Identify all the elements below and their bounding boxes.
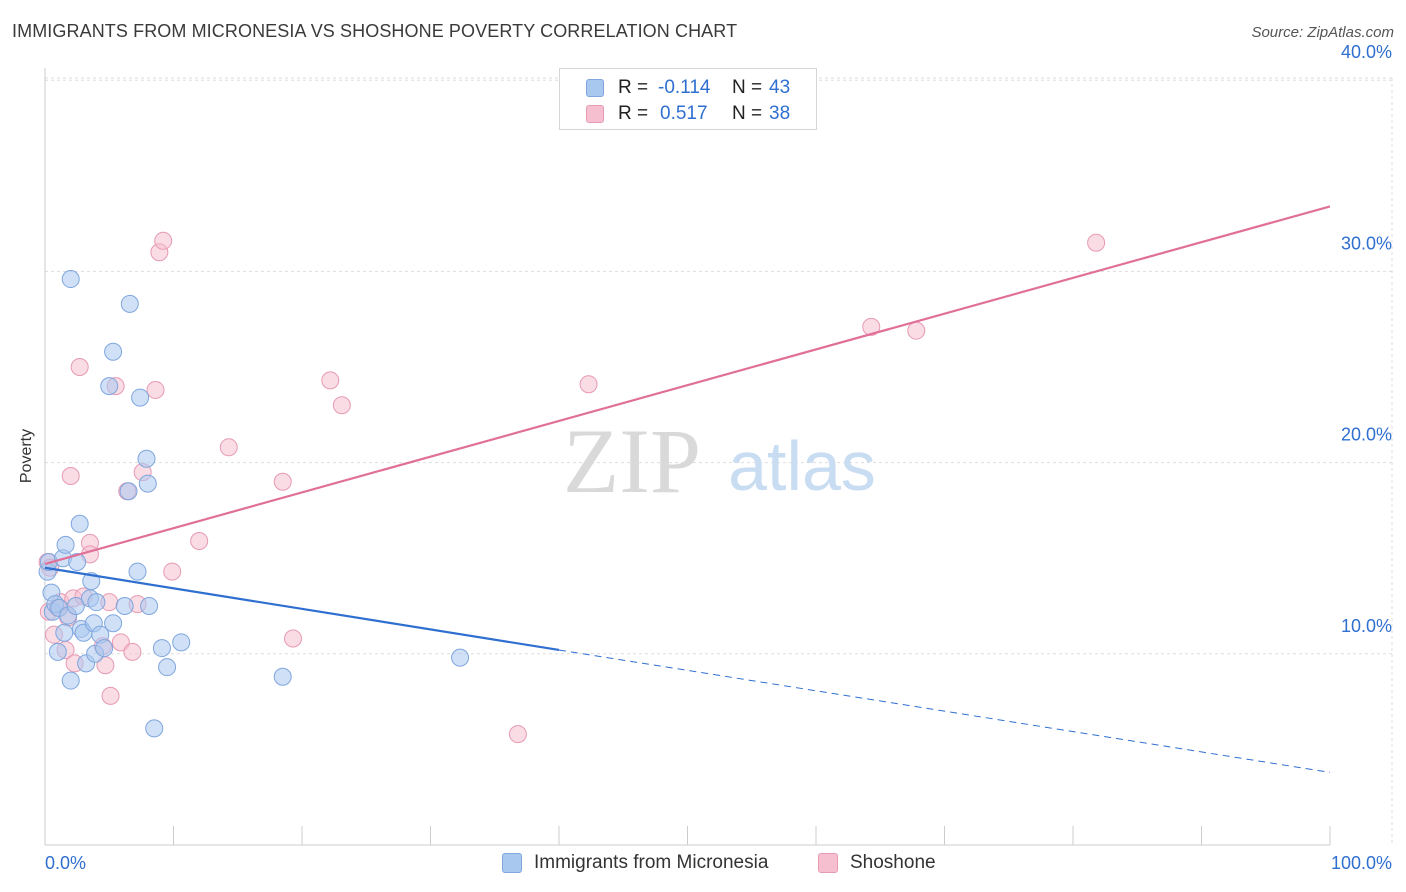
data-point-micronesia [55, 623, 74, 642]
data-point-micronesia [131, 388, 150, 407]
data-point-shoshone [284, 629, 303, 648]
legend-n-value: 43 [769, 77, 791, 98]
data-point-micronesia [66, 597, 85, 615]
y-tick-label: 10.0% [1341, 616, 1392, 636]
data-point-micronesia [48, 642, 67, 661]
trend-line-shoshone [44, 205, 1331, 565]
data-point-shoshone [332, 396, 351, 415]
data-point-micronesia [137, 449, 156, 468]
data-point-shoshone [190, 531, 209, 550]
legend-r-value: 0.517 [660, 103, 708, 124]
chart-title: IMMIGRANTS FROM MICRONESIA VS SHOSHONE P… [12, 21, 738, 41]
data-point-micronesia [140, 597, 159, 615]
y-tick-label: 40.0% [1341, 42, 1392, 62]
data-point-micronesia [138, 474, 157, 493]
legend-r-label: R = [618, 103, 649, 124]
data-point-micronesia [100, 377, 119, 396]
trend-lines [44, 205, 1331, 773]
data-point-shoshone [163, 562, 182, 581]
trend-line-micronesia [44, 566, 560, 652]
data-point-micronesia [172, 633, 191, 652]
data-point-micronesia [273, 667, 292, 686]
data-point-shoshone [321, 371, 340, 390]
data-point-shoshone [61, 466, 80, 485]
data-point-micronesia [104, 614, 123, 633]
data-point-micronesia [56, 535, 75, 554]
data-point-shoshone [146, 380, 165, 399]
data-point-shoshone [1087, 233, 1106, 252]
y-tick-label: 20.0% [1341, 425, 1392, 445]
data-point-shoshone [907, 321, 926, 340]
data-point-micronesia [451, 648, 470, 667]
data-point-micronesia [104, 342, 123, 361]
data-point-micronesia [152, 639, 171, 658]
legend-n-label: N = [732, 77, 763, 98]
data-point-shoshone [154, 231, 173, 250]
data-point-shoshone [862, 317, 881, 336]
data-point-shoshone [508, 725, 527, 744]
data-point-shoshone [111, 633, 130, 652]
data-point-micronesia [70, 514, 89, 533]
tick-labels: 10.0% 20.0% 30.0% 40.0% 0.0% 100.0% [45, 42, 1392, 873]
legend-r-value: -0.114 [658, 77, 711, 98]
series-micronesia [38, 270, 470, 738]
data-point-micronesia [87, 593, 106, 612]
data-point-micronesia [61, 671, 80, 690]
data-point-micronesia [61, 270, 80, 289]
axes [44, 68, 1331, 846]
data-point-shoshone [70, 358, 89, 376]
data-point-micronesia [115, 597, 134, 615]
data-point-shoshone [219, 438, 238, 457]
data-point-micronesia [68, 553, 87, 572]
x-tick-label-min: 0.0% [45, 853, 86, 873]
data-point-shoshone [579, 375, 598, 394]
bottom-legend-swatch-micronesia [502, 853, 522, 873]
watermark-atlas: atlas [728, 427, 876, 505]
data-point-micronesia [120, 294, 139, 313]
data-point-shoshone [273, 472, 292, 491]
legend-n-value: 38 [769, 103, 791, 124]
legend-n-label: N = [732, 103, 763, 124]
bottom-legend-swatch-shoshone [818, 853, 838, 873]
data-point-micronesia [145, 719, 164, 738]
data-point-micronesia [128, 562, 147, 581]
data-point-micronesia [95, 639, 114, 658]
source-label: Source: ZipAtlas.com [1251, 24, 1394, 41]
data-point-micronesia [158, 658, 177, 677]
legend-swatch-micronesia [586, 79, 604, 97]
watermark-zip: ZIP [563, 410, 701, 512]
bottom-legend-label: Shoshone [850, 852, 936, 873]
grid-lines [45, 77, 1393, 845]
legend-swatch-shoshone [586, 105, 604, 123]
correlation-legend: R = -0.114 N = 43 R = 0.517 N = 38 [559, 68, 817, 130]
y-tick-label: 30.0% [1341, 233, 1392, 253]
trend-line-micronesia-extrapolated [558, 649, 1331, 773]
legend-r-label: R = [618, 77, 649, 98]
x-tick-label-max: 100.0% [1331, 853, 1392, 873]
watermark: ZIP atlas [563, 410, 876, 512]
bottom-legend-label: Immigrants from Micronesia [534, 852, 769, 873]
data-point-shoshone [101, 686, 120, 705]
data-point-micronesia [119, 482, 138, 501]
data-point-shoshone [123, 642, 142, 661]
